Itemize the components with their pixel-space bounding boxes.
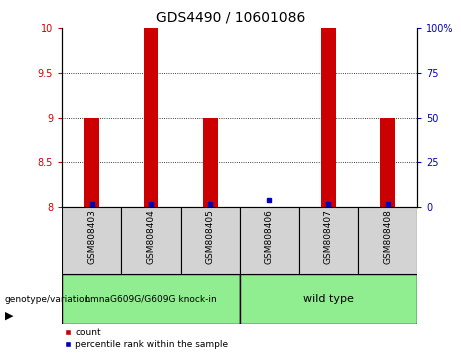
Bar bbox=[299, 207, 358, 274]
Text: GSM808405: GSM808405 bbox=[206, 209, 215, 264]
Bar bbox=[358, 207, 417, 274]
Bar bbox=[62, 207, 121, 274]
Bar bbox=[143, 28, 159, 207]
Text: GSM808404: GSM808404 bbox=[147, 209, 155, 264]
Text: GDS4490 / 10601086: GDS4490 / 10601086 bbox=[156, 11, 305, 25]
Text: GSM808406: GSM808406 bbox=[265, 209, 274, 264]
Text: GSM808403: GSM808403 bbox=[87, 209, 96, 264]
Bar bbox=[62, 274, 240, 324]
Bar bbox=[121, 207, 181, 274]
Text: genotype/variation: genotype/variation bbox=[5, 295, 91, 304]
Text: LmnaG609G/G609G knock-in: LmnaG609G/G609G knock-in bbox=[85, 295, 217, 304]
Bar bbox=[203, 118, 218, 207]
Bar bbox=[240, 274, 417, 324]
Bar bbox=[240, 207, 299, 274]
Bar bbox=[321, 28, 336, 207]
Text: GSM808407: GSM808407 bbox=[324, 209, 333, 264]
Bar bbox=[84, 118, 99, 207]
Legend: count, percentile rank within the sample: count, percentile rank within the sample bbox=[65, 329, 228, 349]
Text: GSM808408: GSM808408 bbox=[383, 209, 392, 264]
Text: wild type: wild type bbox=[303, 294, 354, 304]
Bar bbox=[380, 118, 395, 207]
Text: ▶: ▶ bbox=[5, 311, 13, 321]
Bar bbox=[181, 207, 240, 274]
